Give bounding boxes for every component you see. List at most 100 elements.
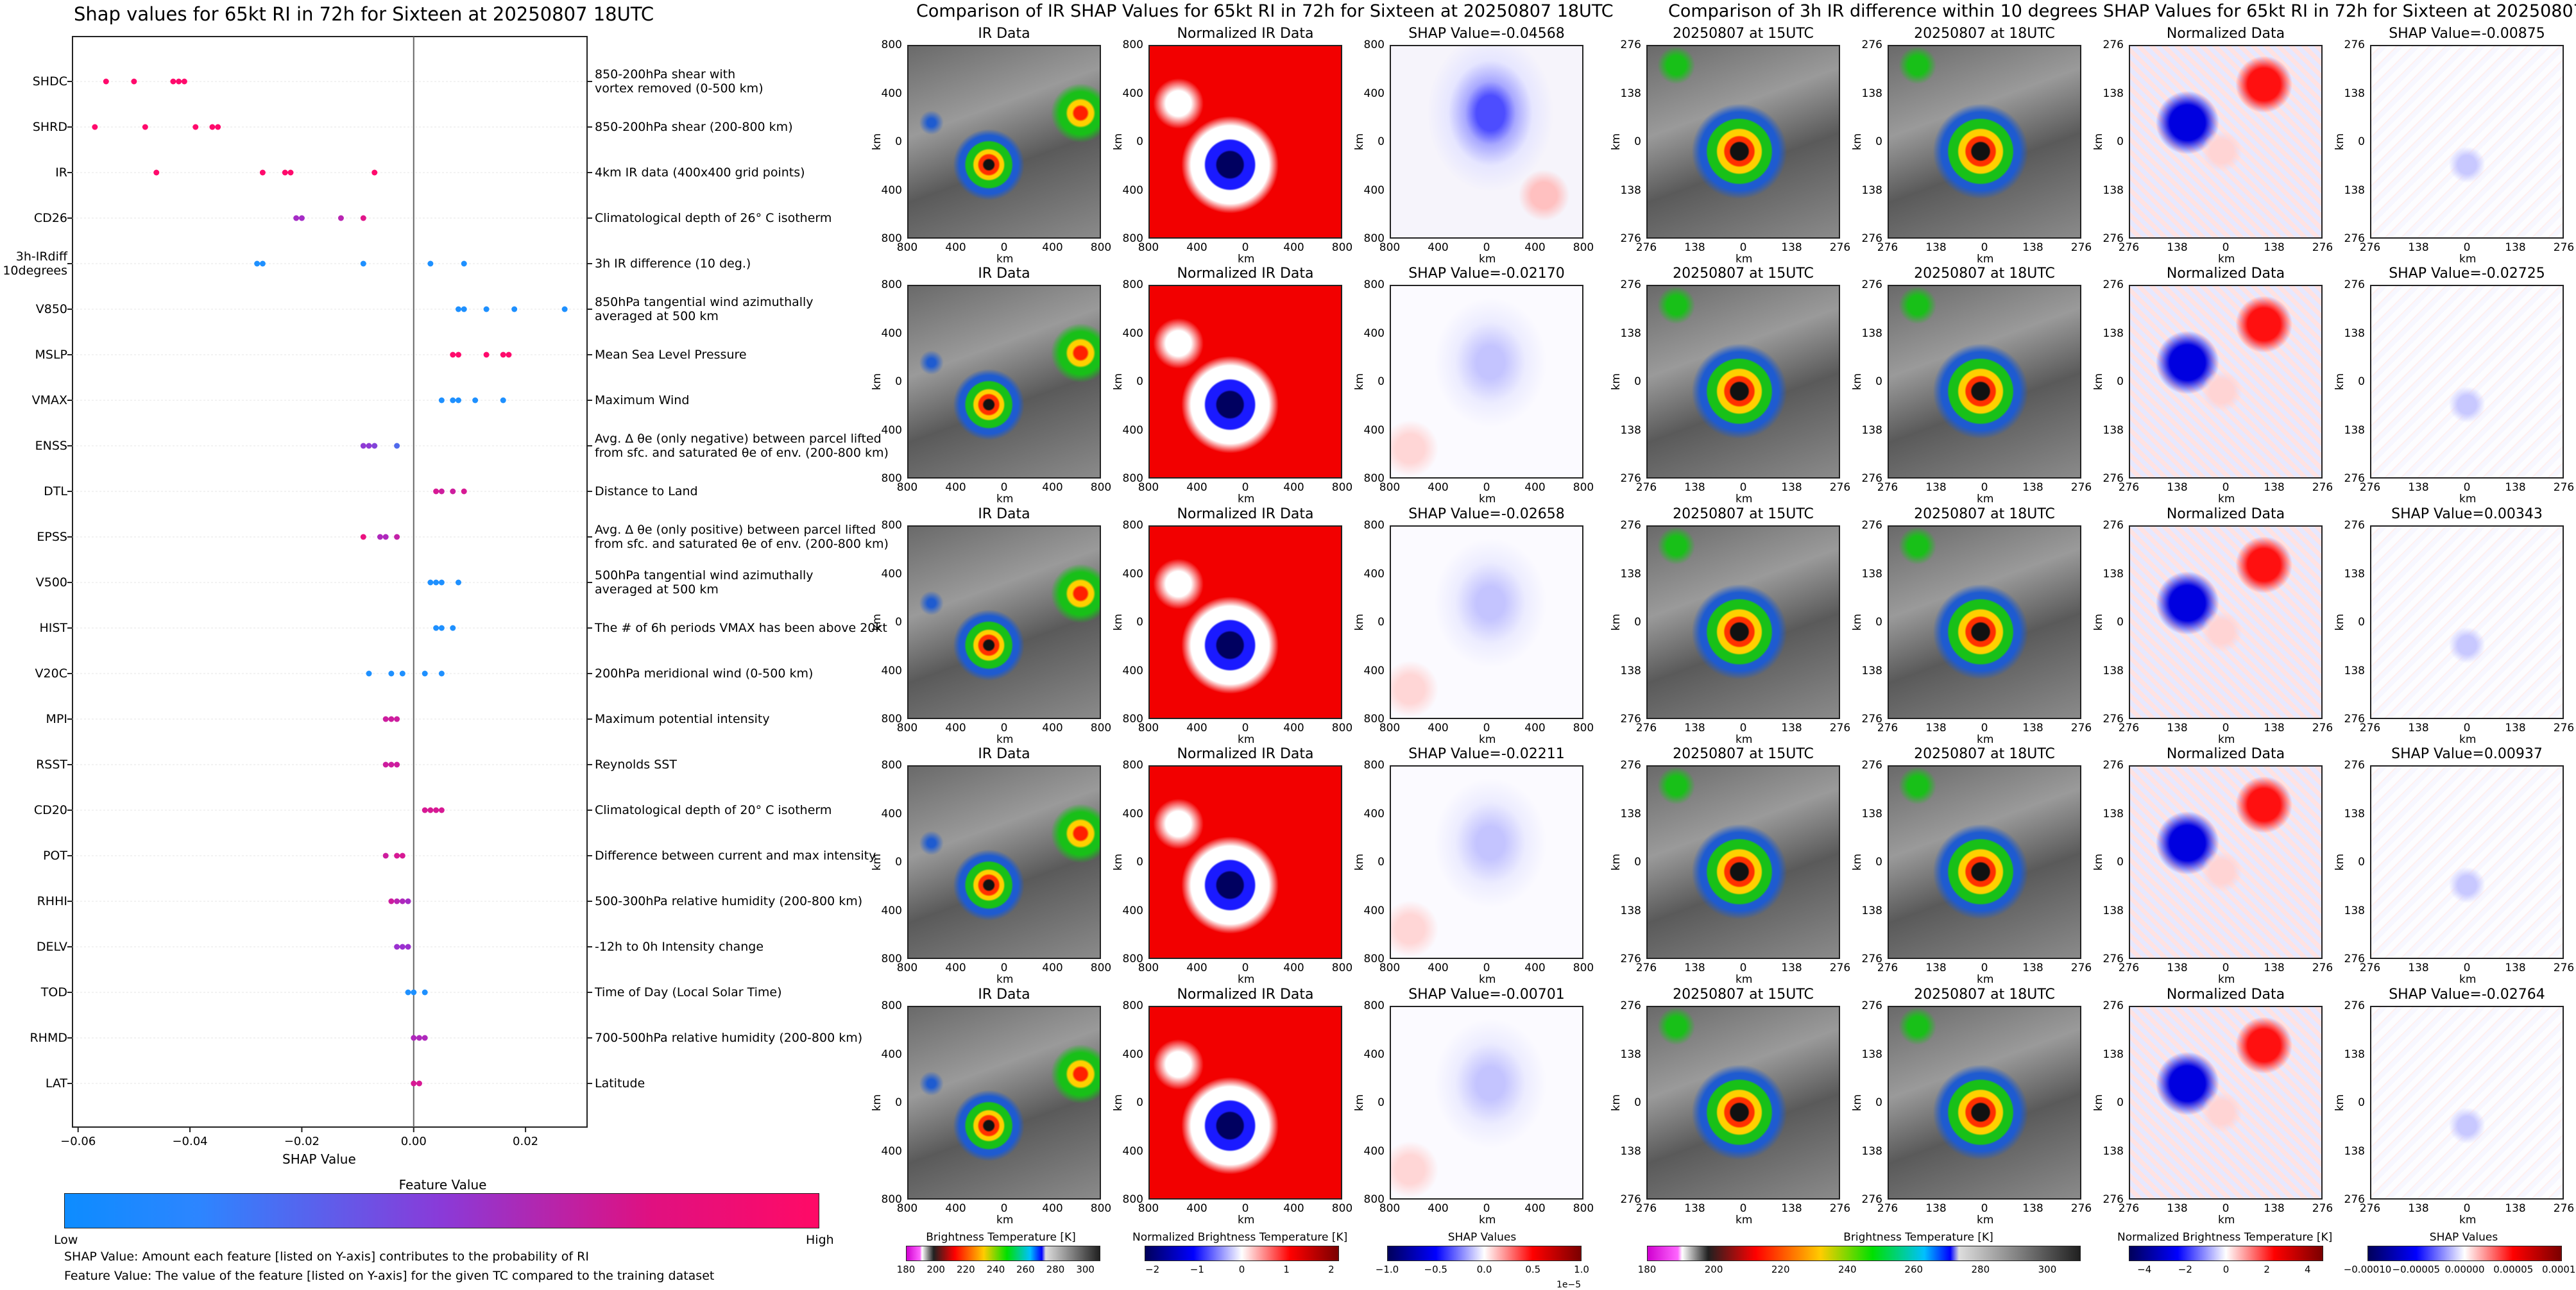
ir-x-axis-label: km — [1238, 493, 1255, 505]
diff-x-axis-label: km — [2218, 973, 2235, 986]
diff-y-axis-label: km — [2092, 133, 2106, 151]
feature-label: LAT — [45, 1076, 67, 1091]
ir-panel-image — [907, 525, 1101, 719]
ir-y-tick: 400 — [881, 183, 902, 197]
diff-y-tick: 276 — [2344, 38, 2365, 51]
ir-x-tick: 800 — [1090, 962, 1112, 974]
diff-x-axis-label: km — [1736, 493, 1753, 505]
colorbar-tick: 220 — [1771, 1264, 1790, 1275]
diff-x-tick: 138 — [2264, 1202, 2285, 1215]
diff-x-axis-label: km — [2459, 493, 2477, 505]
feature-label: CD26 — [33, 211, 67, 225]
feature-description: Avg. Δ θe (only positive) between parcel… — [595, 523, 889, 551]
diff-x-axis-label: km — [1977, 973, 1994, 986]
diff-x-tick: 0 — [1739, 1202, 1747, 1215]
ir-x-tick: 800 — [896, 1202, 918, 1215]
ir-x-tick: 400 — [1524, 241, 1546, 254]
ir-panel-title: IR Data — [978, 506, 1030, 522]
shap-point — [456, 352, 461, 358]
ir-x-tick: 800 — [1573, 962, 1594, 974]
diff-y-axis-label: km — [2333, 373, 2347, 391]
ir-y-tick: 800 — [881, 759, 902, 772]
shap-point — [405, 898, 411, 904]
feature-label: V850 — [35, 302, 67, 316]
ir-y-tick: 400 — [1363, 1144, 1385, 1158]
diff-x-tick: 276 — [1877, 962, 1898, 974]
diff-x-tick: 276 — [1829, 722, 1851, 734]
diff-y-axis-label: km — [1851, 1094, 1864, 1112]
diff-cbar2-label: Normalized Brightness Temperature [K] — [2117, 1231, 2333, 1244]
diff-panel-image — [1888, 285, 2081, 479]
diff-y-tick: 276 — [1620, 232, 1641, 245]
ir-x-tick: 400 — [1428, 1202, 1449, 1215]
ir-y-tick: 800 — [1363, 999, 1385, 1012]
ir-panel-image — [1390, 525, 1583, 719]
ir-x-tick: 800 — [1379, 481, 1401, 494]
diff-x-tick: 0 — [1739, 481, 1747, 494]
ir-x-tick: 0 — [1000, 1202, 1008, 1215]
diff-x-tick: 138 — [1781, 1202, 1802, 1215]
diff-y-tick: 138 — [2103, 807, 2124, 820]
ir-y-tick: 400 — [1122, 904, 1143, 917]
diff-y-axis-label: km — [1610, 853, 1623, 871]
ir-y-axis-label: km — [1112, 373, 1125, 391]
diff-x-tick: 0 — [2463, 1202, 2471, 1215]
diff-y-tick: 0 — [1875, 135, 1882, 148]
colorbar-tick: 2 — [2264, 1264, 2270, 1275]
diff-y-tick: 0 — [1634, 616, 1641, 629]
colorbar-tick: 0.00010 — [2541, 1264, 2576, 1275]
diff-x-tick: 138 — [1925, 962, 1947, 974]
ir-y-tick: 800 — [1122, 999, 1143, 1012]
diff-cbar3-label: SHAP Values — [2429, 1231, 2498, 1244]
colorbar-tick: 240 — [986, 1264, 1005, 1275]
diff-y-tick: 138 — [1620, 1144, 1641, 1158]
diff-y-tick: 138 — [1620, 1048, 1641, 1061]
feature-label: EPSS — [37, 530, 67, 544]
diff-y-tick: 0 — [1875, 856, 1882, 869]
ir-x-tick: 800 — [1090, 481, 1112, 494]
diff-x-tick: 138 — [2167, 962, 2188, 974]
shap-point — [192, 124, 199, 130]
ir-x-tick: 800 — [1379, 722, 1401, 734]
ir-panel-image — [907, 765, 1101, 959]
feature-description: The # of 6h periods VMAX has been above … — [595, 621, 887, 635]
colorbar-tick: 260 — [1016, 1264, 1035, 1275]
diff-y-axis-label: km — [1610, 373, 1623, 391]
ir-x-tick: 400 — [1042, 241, 1063, 254]
diff-y-axis-label: km — [1851, 133, 1864, 151]
ir-panel-image — [907, 45, 1101, 239]
diff-y-tick: 138 — [2344, 664, 2365, 677]
diff-y-tick: 276 — [2344, 1193, 2365, 1206]
ir-y-tick: 0 — [895, 135, 902, 148]
ir-y-tick: 800 — [881, 472, 902, 485]
diff-x-tick: 276 — [2359, 241, 2381, 254]
feature-label: 3h-IRdiff 10degrees — [3, 250, 67, 278]
feature-label: POT — [42, 849, 67, 863]
diff-y-tick: 138 — [2103, 664, 2124, 677]
diff-y-tick: 276 — [1861, 759, 1882, 772]
colorbar-tick: −2 — [1145, 1264, 1160, 1275]
diff-y-tick: 138 — [2103, 1144, 2124, 1158]
diff-panel-title: 20250807 at 15UTC — [1673, 266, 1814, 282]
ir-x-tick: 0 — [1483, 722, 1490, 734]
colorbar-tick: 180 — [1637, 1264, 1657, 1275]
ir-y-tick: 400 — [1122, 423, 1143, 437]
diff-x-axis-label: km — [1977, 253, 1994, 266]
shap-xlabel: SHAP Value — [282, 1151, 356, 1167]
diff-x-tick: 0 — [1739, 962, 1747, 974]
diff-x-tick: 276 — [1635, 1202, 1657, 1215]
diff-y-tick: 276 — [2344, 472, 2365, 485]
ir-x-tick: 400 — [1428, 241, 1449, 254]
diff-y-tick: 138 — [2344, 1048, 2365, 1061]
diff-x-axis-label: km — [2218, 253, 2235, 266]
ir-y-axis-label: km — [1353, 853, 1367, 871]
ir-x-tick: 400 — [1186, 1202, 1207, 1215]
ir-x-axis-label: km — [1479, 253, 1496, 266]
diff-x-tick: 138 — [2505, 481, 2526, 494]
shap-point — [176, 78, 182, 85]
ir-y-tick: 0 — [1378, 135, 1385, 148]
ir-panel-title: Normalized IR Data — [1177, 266, 1314, 282]
diff-y-tick: 276 — [1861, 713, 1882, 726]
ir-x-tick: 400 — [1042, 722, 1063, 734]
diff-y-tick: 138 — [1861, 664, 1882, 677]
